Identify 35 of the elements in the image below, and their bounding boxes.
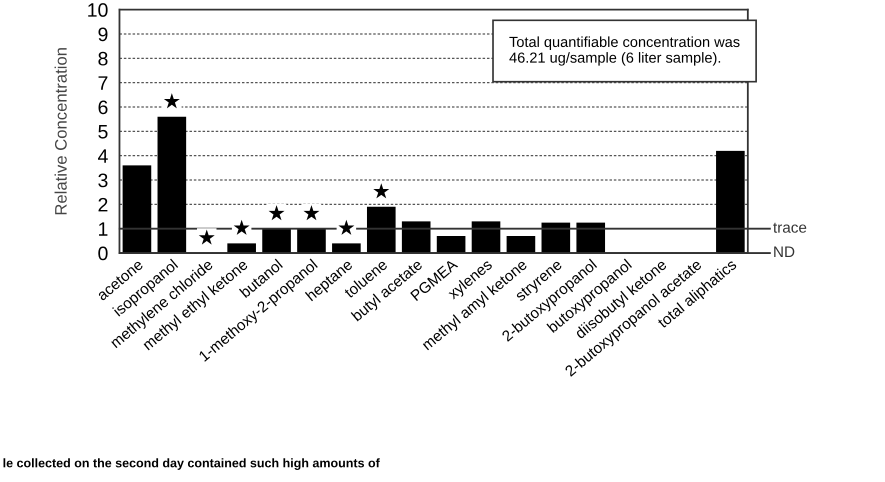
y-tick-label: 10: [88, 3, 108, 17]
ref-line-label: ND: [774, 246, 794, 257]
bar: [297, 228, 326, 254]
annotation: ★: [234, 220, 250, 235]
bar: [472, 221, 500, 254]
y-tick-label: 8: [98, 52, 108, 66]
annotation: ★: [338, 220, 354, 235]
y-tick-label: 7: [98, 76, 108, 90]
annotation: ★: [198, 229, 215, 245]
ref-line-label: trace: [773, 222, 806, 233]
bar: [506, 236, 536, 254]
bar: [158, 116, 186, 254]
bar: [576, 222, 606, 254]
y-tick-label: 6: [98, 100, 108, 114]
y-tick-label: 4: [98, 149, 108, 163]
annotation: ★: [303, 205, 320, 220]
bar: [716, 150, 745, 254]
text: le collected on the second day contained such high amounts of: [4, 458, 380, 470]
annotation: ★: [164, 93, 180, 108]
y-axis-title: Relative Concentration: [54, 48, 67, 214]
annotation: ★: [373, 183, 390, 198]
bar: [122, 165, 152, 254]
y-tick-label: 2: [98, 198, 108, 212]
bar: [402, 221, 431, 254]
annotation: Total quantifiable concentration was 46.21 ug/sample (6 liter sample).: [509, 36, 740, 66]
bar: [436, 236, 466, 254]
annotation: ★: [268, 205, 285, 220]
y-tick-label: 9: [98, 27, 108, 42]
y-tick-label: 0: [98, 246, 108, 260]
bar: [542, 222, 570, 254]
y-tick-label: 3: [98, 173, 108, 188]
y-tick-label: 1: [99, 222, 108, 236]
bar: [366, 206, 396, 254]
bar: [262, 228, 291, 254]
y-tick-label: 5: [98, 125, 108, 139]
